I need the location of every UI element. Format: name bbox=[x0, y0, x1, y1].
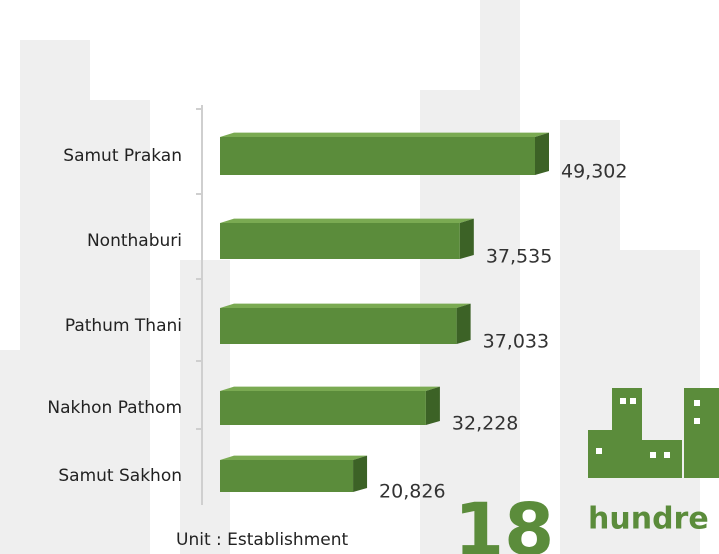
bar-top bbox=[220, 456, 367, 460]
value-label: 20,826 bbox=[379, 481, 445, 503]
value-label: 32,228 bbox=[452, 413, 518, 435]
value-label: 37,033 bbox=[483, 331, 549, 353]
y-tick-label: Samut Sakhon bbox=[58, 466, 182, 486]
unit-note: Unit : Establishment bbox=[176, 530, 348, 550]
bar-side bbox=[460, 219, 474, 259]
bar bbox=[220, 391, 426, 425]
y-tick-label: Samut Prakan bbox=[63, 146, 182, 166]
bar-side bbox=[353, 456, 367, 492]
bar-top bbox=[220, 304, 471, 308]
value-label: 49,302 bbox=[561, 161, 627, 183]
big-number-unit: hundre bbox=[588, 502, 709, 537]
bar bbox=[220, 308, 457, 344]
bar-side bbox=[535, 133, 549, 175]
bar-top bbox=[220, 133, 549, 137]
bar-side bbox=[457, 304, 471, 344]
y-tick-label: Pathum Thani bbox=[65, 316, 182, 336]
bar-side bbox=[426, 387, 440, 425]
bar bbox=[220, 223, 460, 259]
big-number: 18 bbox=[454, 488, 554, 554]
y-tick-label: Nakhon Pathom bbox=[47, 398, 182, 418]
y-tick-label: Nonthaburi bbox=[87, 231, 182, 251]
bar bbox=[220, 137, 535, 175]
bar-top bbox=[220, 219, 474, 223]
bar-top bbox=[220, 387, 440, 391]
bar bbox=[220, 460, 353, 492]
chart: Unit : Establishment 18 hundre 49,302 Sam… bbox=[0, 0, 719, 554]
value-label: 37,535 bbox=[486, 246, 552, 268]
